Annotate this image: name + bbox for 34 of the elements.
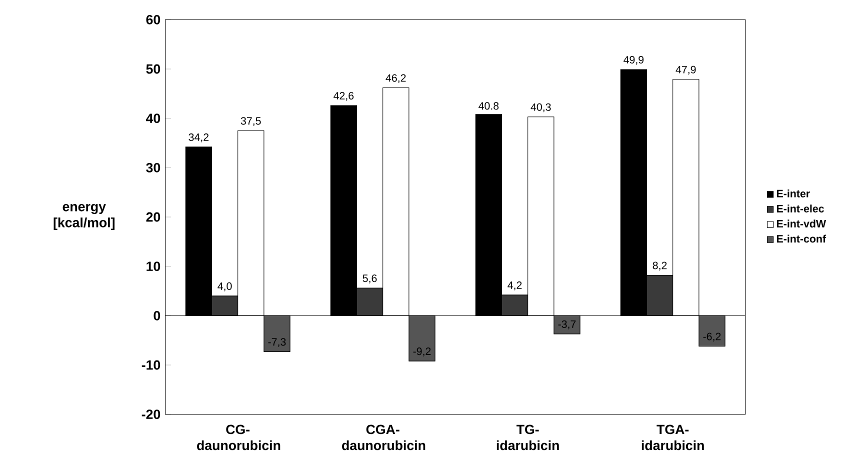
y-axis-title: energy [kcal/mol] (54, 204, 115, 230)
x-tick-label: CG- daunorubicin (197, 424, 280, 450)
legend-label: E-int-conf (776, 234, 826, 243)
legend-label: E-int-vdW (776, 220, 826, 228)
y-tick-label: -10 (142, 360, 160, 370)
data-label: 37,5 (240, 117, 261, 126)
data-label: 49,9 (624, 56, 644, 65)
data-label: 34,2 (188, 133, 209, 142)
data-label: 40.8 (478, 102, 499, 110)
data-label: 46,2 (386, 74, 406, 84)
y-tick-label: 60 (146, 14, 160, 24)
data-label: 4,0 (218, 282, 232, 292)
x-tick-label: TGA- idarubicin (642, 424, 704, 450)
y-tick-label: 10 (146, 262, 160, 272)
data-label: 8,2 (652, 262, 667, 270)
data-label: 5,6 (362, 274, 377, 284)
y-tick-label: 50 (146, 64, 160, 74)
data-label: 40,3 (530, 103, 551, 112)
data-label: 47,9 (676, 66, 696, 75)
y-tick-label: -20 (142, 410, 160, 420)
data-label: 4,2 (508, 281, 522, 290)
data-label: -6,2 (703, 332, 721, 342)
y-tick-label: 0 (154, 310, 160, 320)
legend-label: E-int-elec (776, 204, 824, 212)
data-label: 42,6 (334, 92, 354, 101)
legend-label: E-inter (776, 190, 810, 198)
y-tick-label: 20 (146, 212, 160, 222)
data-label: -3,7 (558, 320, 576, 330)
x-tick-label: CGA- daunorubicin (342, 424, 426, 450)
x-tick-label: TG- idarubicin (496, 424, 559, 450)
data-label: -7,3 (268, 338, 286, 347)
y-tick-label: 40 (146, 114, 160, 124)
y-tick-label: 30 (146, 162, 160, 172)
data-label: -9,2 (413, 348, 431, 356)
